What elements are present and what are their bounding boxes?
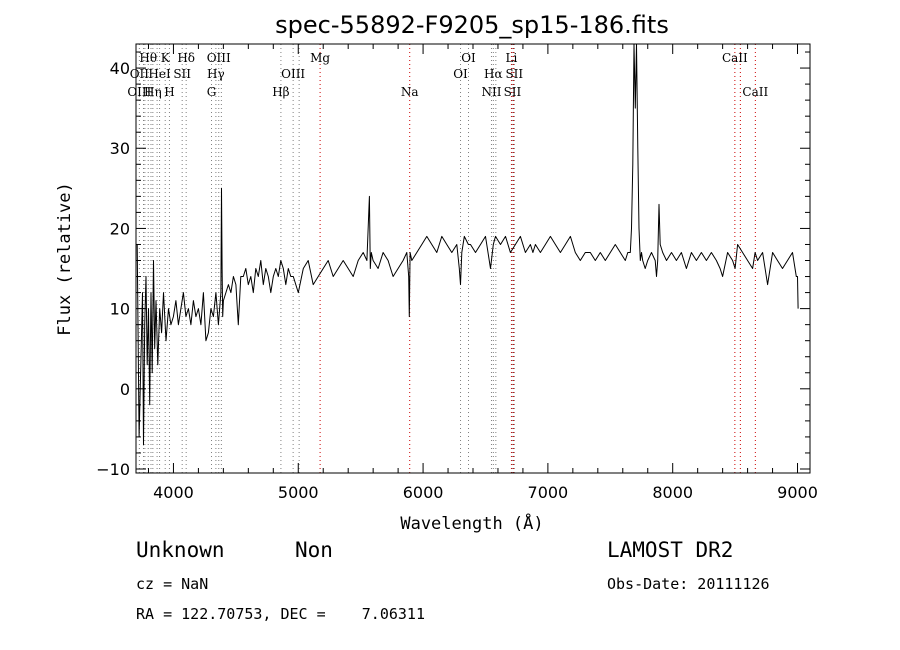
y-tick-label: 10 <box>110 300 130 319</box>
spectral-line-label: G <box>207 85 217 99</box>
spectral-line-label: Na <box>401 85 419 99</box>
spectral-line-label: Hη <box>144 85 162 99</box>
spectral-line-label: OI <box>461 51 476 65</box>
spectral-line-label: CaII <box>722 51 748 65</box>
x-tick-label: 7000 <box>528 483 569 502</box>
spectral-line-label: Hθ <box>139 51 157 65</box>
y-tick-label: 30 <box>110 139 130 158</box>
spectral-line-label: OII <box>130 67 150 81</box>
y-tick-label: 20 <box>110 219 130 238</box>
x-tick-label: 5000 <box>278 483 319 502</box>
spectral-line-label: Hδ <box>177 51 195 65</box>
object-class: Unknown <box>136 538 225 562</box>
spectral-line-label: NII <box>481 85 501 99</box>
spectral-line-label: HeI <box>148 67 171 81</box>
spectral-line-markers <box>138 44 756 473</box>
axis-ticks <box>136 44 810 473</box>
spectral-line-label: Hβ <box>272 85 289 99</box>
spectral-line-label: Li <box>506 51 518 65</box>
spectral-line-label: OIII <box>281 67 305 81</box>
chart-title: spec-55892-F9205_sp15-186.fits <box>275 11 669 39</box>
spectral-line-label: CaII <box>742 85 768 99</box>
spectral-line-label: K <box>161 51 171 65</box>
spectral-line-label: SII <box>505 67 523 81</box>
spectral-line-label: SII <box>504 85 522 99</box>
y-tick-label: −10 <box>96 460 130 479</box>
spectral-line-labels: Hθ OII OIII K HeI Hη SII H Hδ OIII Hγ G Mg OIII Hβ Na OI… <box>127 51 768 99</box>
redshift-readout: cz = NaN <box>136 575 209 593</box>
spectral-line-label: OIII <box>127 85 151 99</box>
x-tick-label: 9000 <box>777 483 818 502</box>
plot-frame <box>135 43 811 474</box>
object-subclass: Non <box>295 538 333 562</box>
x-tick-label: 4000 <box>153 483 194 502</box>
spectral-line-label: SII <box>173 67 191 81</box>
y-tick-label: 0 <box>120 380 130 399</box>
spectral-line-label: Mg <box>310 51 330 65</box>
y-tick-label: 40 <box>110 59 130 78</box>
spectral-line-label: OI <box>453 67 468 81</box>
y-axis-label: Flux (relative) <box>55 182 75 336</box>
observation-date: Obs-Date: 20111126 <box>607 575 770 593</box>
spectral-line-label: H <box>164 85 174 99</box>
spectrum-series-line <box>136 43 799 446</box>
spectral-line-label: OIII <box>207 51 231 65</box>
coordinates-readout: RA = 122.70753, DEC = 7.06311 <box>136 605 425 623</box>
survey-name: LAMOST DR2 <box>607 538 734 562</box>
spectral-line-label: Hγ <box>207 67 225 81</box>
x-tick-label: 6000 <box>403 483 444 502</box>
spectral-line-label: Hα <box>484 67 503 81</box>
x-tick-label: 8000 <box>652 483 693 502</box>
axis-tick-labels: 4000 5000 6000 7000 8000 9000 −10 0 10 20 30 40 <box>96 59 818 502</box>
x-axis-label: Wavelength (Å) <box>400 512 543 534</box>
